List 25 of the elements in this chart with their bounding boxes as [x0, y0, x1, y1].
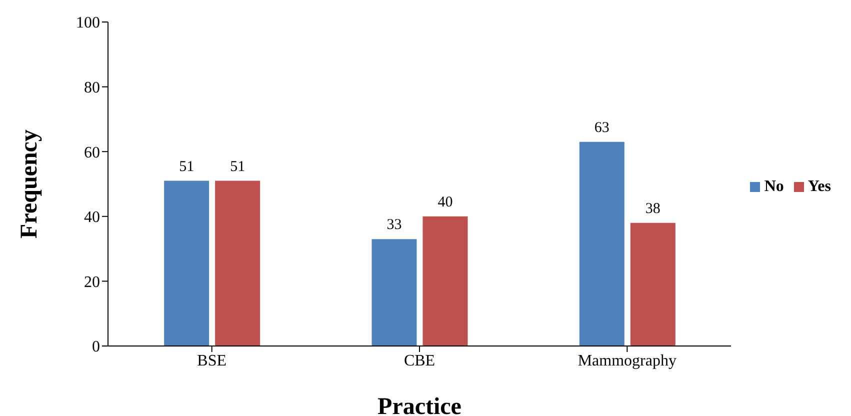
bar [630, 222, 676, 346]
bar [215, 180, 260, 346]
data-label: 40 [438, 194, 453, 210]
x-axis-title: Practice [378, 394, 462, 416]
legend-label: No [764, 178, 784, 195]
y-tick-label: 40 [84, 209, 100, 226]
data-label: 33 [386, 217, 402, 234]
bar [372, 239, 417, 346]
x-tick-label: CBE [404, 352, 436, 370]
y-tick-label: 100 [76, 14, 100, 32]
y-axis-title: Frequency [16, 130, 43, 238]
bar [579, 142, 624, 346]
x-tick-label: BSE [197, 352, 227, 370]
bar [422, 216, 468, 346]
y-tick-label: 60 [84, 144, 100, 162]
data-label: 51 [230, 158, 246, 175]
data-label: 38 [645, 200, 660, 217]
y-tick-label: 80 [84, 79, 100, 96]
x-tick-label: Mammography [578, 352, 676, 370]
legend-label: Yes [808, 178, 831, 195]
bar [164, 180, 210, 346]
data-label: 63 [594, 120, 610, 136]
y-tick-label: 0 [92, 338, 100, 356]
y-tick-label: 20 [84, 274, 100, 291]
data-label: 51 [179, 158, 194, 175]
